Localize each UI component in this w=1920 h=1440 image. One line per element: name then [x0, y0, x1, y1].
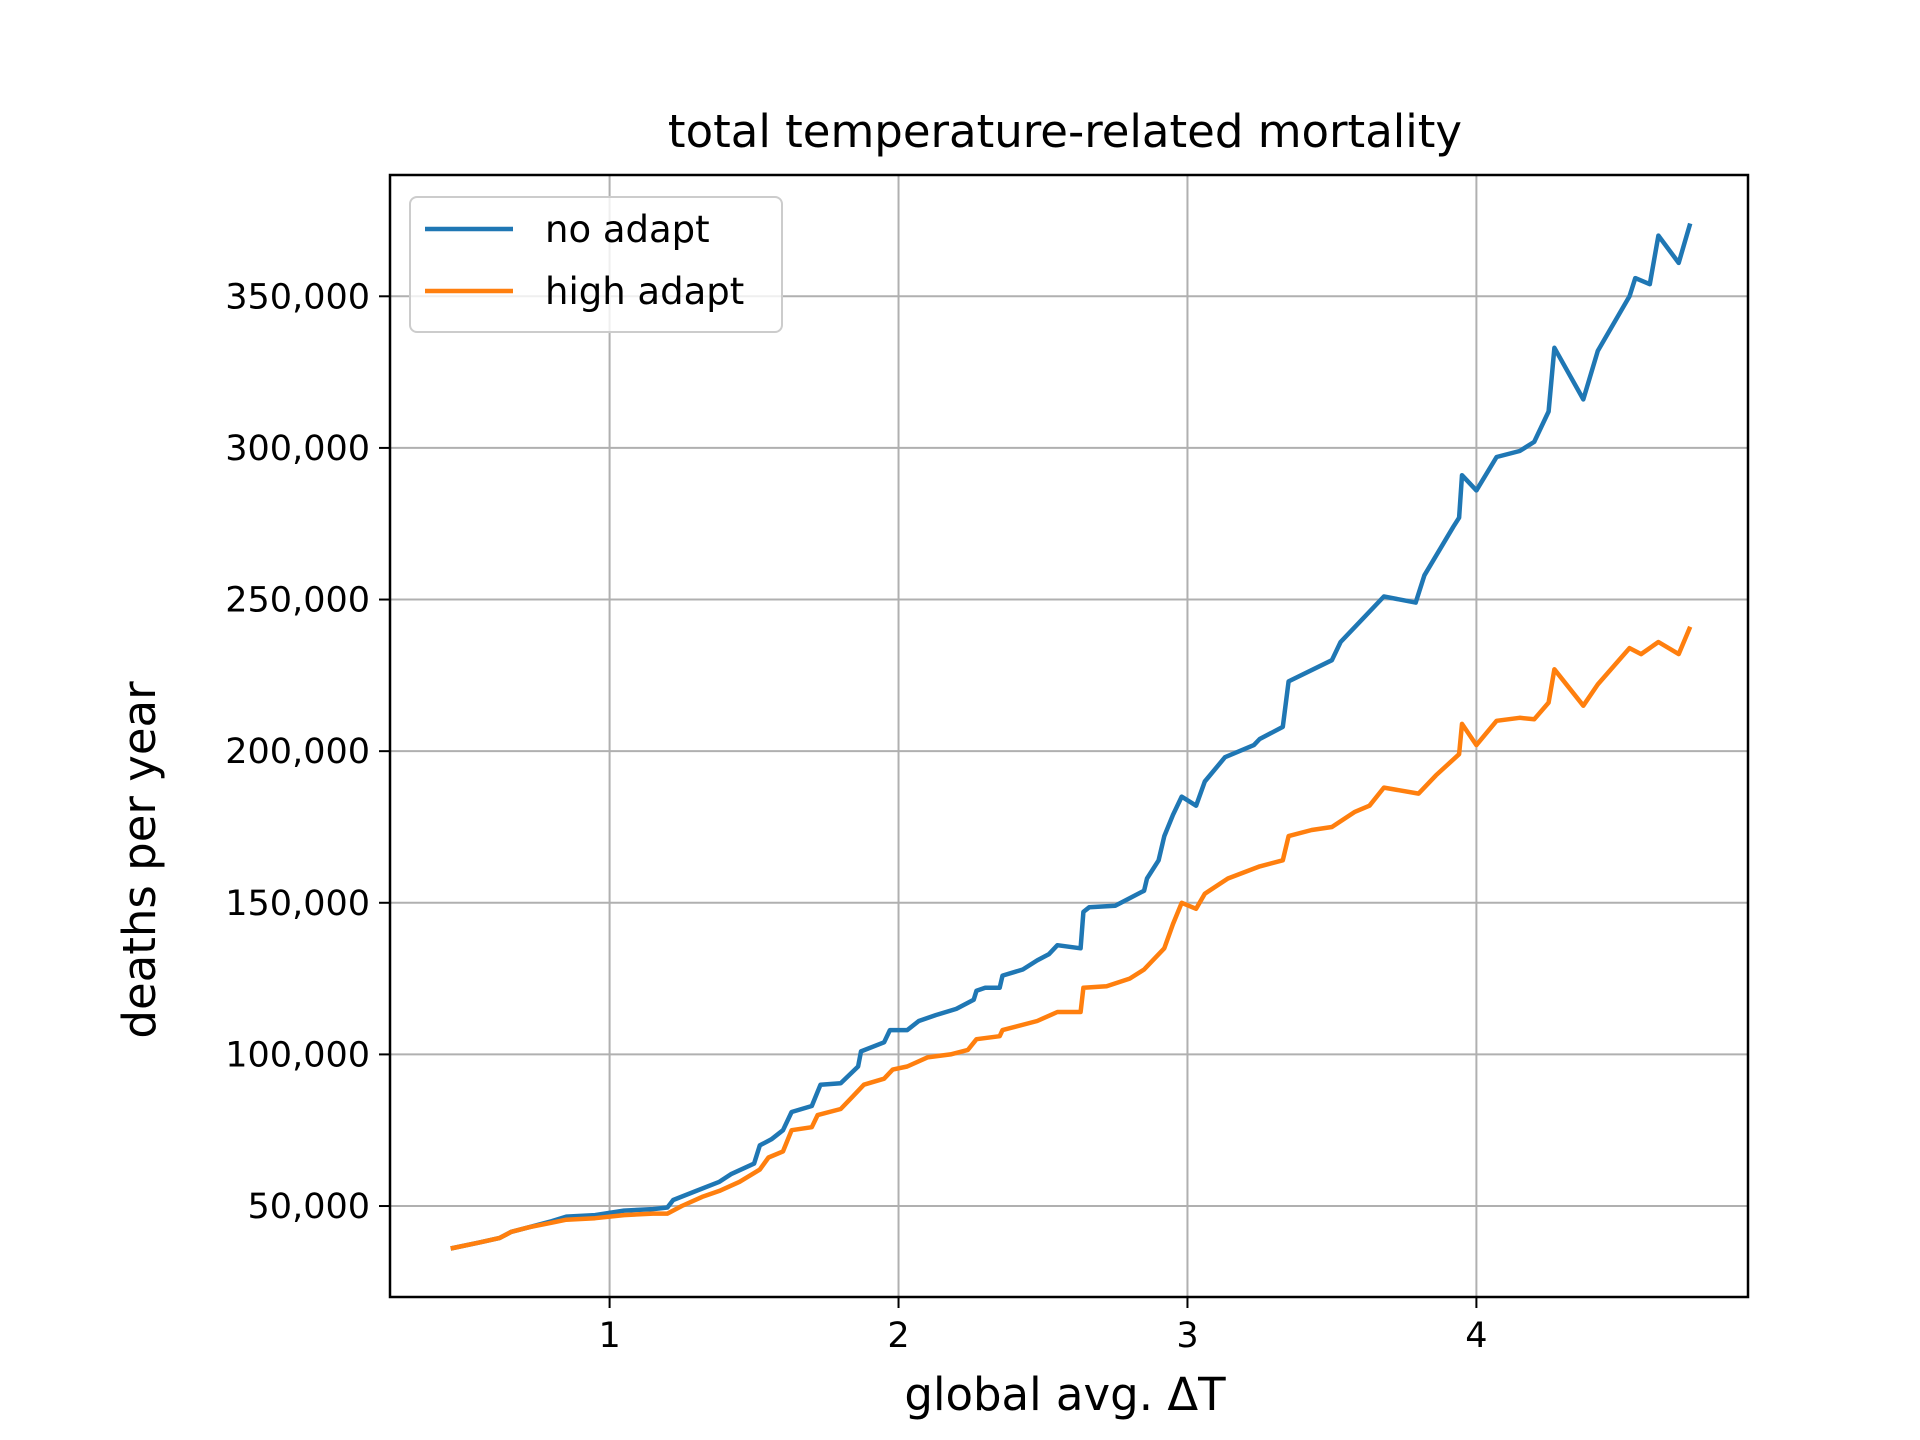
y-tick-label: 300,000	[225, 429, 370, 469]
x-tick-label: 1	[598, 1316, 620, 1356]
y-axis-label: deaths per year	[113, 681, 166, 1039]
x-tick-label: 4	[1465, 1316, 1487, 1356]
x-axis-label: global avg. ΔT	[904, 1368, 1226, 1421]
y-tick-label: 50,000	[248, 1187, 370, 1227]
x-tick-label: 3	[1176, 1316, 1198, 1356]
legend: no adapt high adapt	[409, 196, 783, 333]
x-tick-label: 2	[887, 1316, 909, 1356]
x-axis-ticks: 1 2 3 4	[598, 1297, 1488, 1356]
series-lines	[450, 222, 1693, 1251]
legend-label-no-adapt: no adapt	[545, 208, 710, 251]
y-tick-label: 150,000	[225, 884, 370, 924]
legend-label-high-adapt: high adapt	[545, 270, 744, 313]
chart-title: total temperature-related mortality	[668, 105, 1462, 158]
y-tick-label: 250,000	[225, 581, 370, 621]
y-tick-label: 350,000	[225, 277, 370, 317]
series-line-no-adapt	[450, 222, 1693, 1251]
plot-frame	[388, 173, 1750, 1299]
y-axis-ticks: 50,000 100,000 150,000 200,000 250,000 300,00…	[225, 277, 390, 1227]
y-tick-label: 200,000	[225, 732, 370, 772]
y-tick-label: 100,000	[225, 1035, 370, 1075]
series-line-high-adapt	[450, 625, 1693, 1251]
